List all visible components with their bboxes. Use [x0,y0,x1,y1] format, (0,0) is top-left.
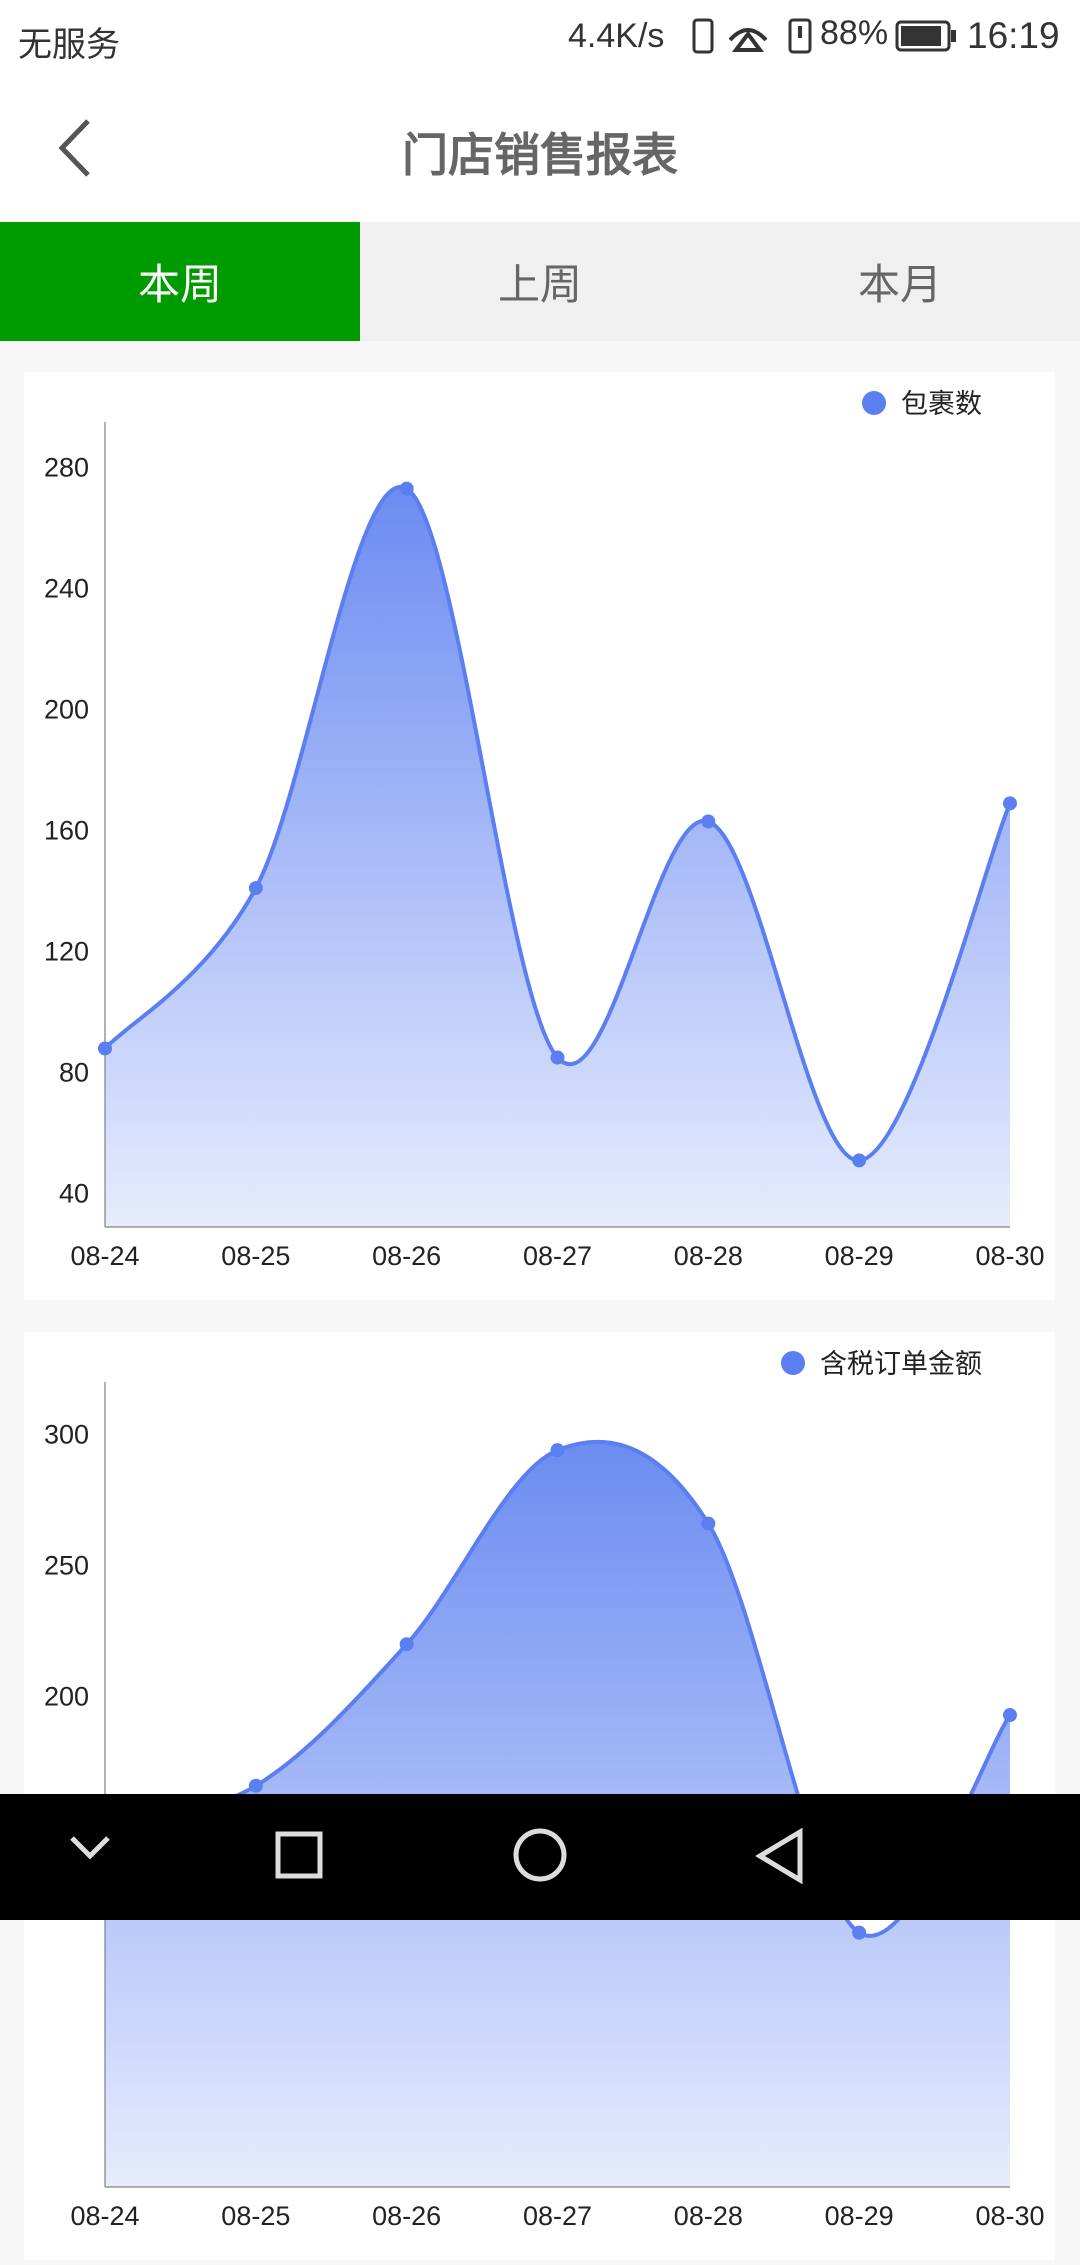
tab[interactable]: 上周 [497,261,582,308]
data-point [98,1041,112,1056]
y-tick-label: 250 [44,1551,89,1581]
x-tick-label: 08-24 [70,2201,139,2231]
chart-card: 40 80 120 160 200 240 280 08-24 08-25 08-26 08-27 0… [24,372,1055,1300]
app-header: 门店销售报表 [0,75,1080,222]
y-tick-label: 240 [44,573,89,603]
tab-bar: 本周 上周 本月 [0,222,1080,341]
area-fill [105,486,1010,1227]
nav-icons [70,1827,803,1885]
nav-hide[interactable] [70,1836,110,1860]
legend-label: 包裹数 [901,389,982,419]
clock: 16:19 [967,15,1060,56]
y-tick-label: 80 [59,1058,89,1088]
y-tick-label: 40 [59,1179,89,1209]
x-tick-label: 08-29 [825,2201,894,2231]
y-tick-label: 120 [44,937,89,967]
x-tick-label: 08-27 [523,2201,592,2231]
x-tick-label: 08-28 [674,1241,743,1271]
nav-home[interactable] [513,1828,567,1882]
x-tick-label: 08-26 [372,1241,441,1271]
data-point [701,814,716,829]
x-tick-label: 08-28 [674,2201,743,2231]
y-tick-label: 280 [44,452,89,482]
data-point [852,1153,867,1168]
battery-level: 88% [820,14,889,52]
data-point [248,881,263,896]
tab[interactable]: 本月 [857,261,942,308]
status-bar: 无服务 4.4K/s 88% 16:19 [0,0,1080,75]
y-tick-label: 160 [44,816,89,846]
data-point [1003,1708,1017,1723]
nav-bar [0,1794,1080,1920]
x-tick-label: 08-30 [975,1241,1044,1271]
battery-icon [895,20,956,52]
x-tick-label: 08-25 [221,2201,290,2231]
x-tick-label: 08-24 [70,1241,139,1271]
data-point [550,1443,565,1458]
data-point [550,1050,565,1065]
carrier: 无服务 [18,26,120,64]
data-point [852,1925,867,1940]
data-point [399,1637,414,1652]
y-tick-label: 200 [44,695,89,725]
y-tick-label: 200 [44,1682,89,1712]
legend-marker [781,1351,805,1375]
y-tick-label: 300 [44,1419,89,1449]
nav-recent[interactable] [275,1831,323,1879]
data-point [399,481,414,496]
nav-back[interactable] [755,1827,803,1885]
data-point [1003,796,1017,811]
x-tick-label: 08-25 [221,1241,290,1271]
status-icons [692,18,812,54]
x-tick-label: 08-29 [825,1241,894,1271]
chart: 40 80 120 160 200 240 280 08-24 08-25 08-26 08-27 0… [44,389,1045,1271]
page-title: 门店销售报表 [402,129,678,181]
data-point [701,1516,716,1531]
data-point [248,1778,263,1793]
x-tick-label: 08-26 [372,2201,441,2231]
legend-marker [862,391,886,415]
back-button[interactable] [50,115,100,181]
x-tick-label: 08-30 [975,2201,1044,2231]
net-speed: 4.4K/s [568,17,665,55]
tab[interactable]: 本周 [0,222,360,341]
x-tick-label: 08-27 [523,1241,592,1271]
legend-label: 含税订单金额 [820,1349,982,1379]
